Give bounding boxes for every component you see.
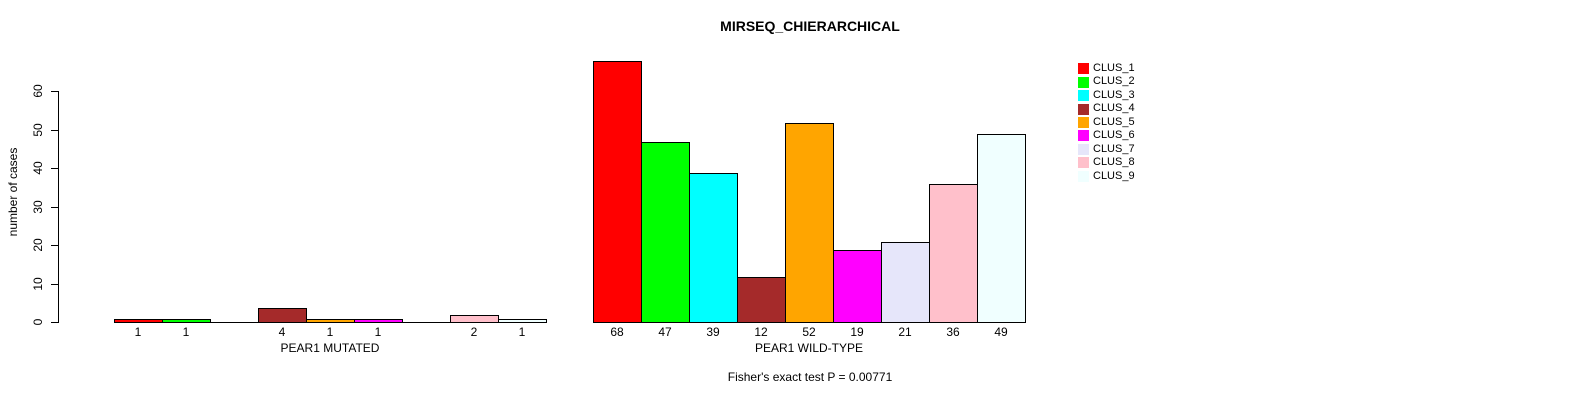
- legend-swatch-icon: [1078, 63, 1089, 75]
- y-tick: [51, 245, 58, 246]
- legend-item-clus_5: CLUS_5: [1078, 116, 1135, 129]
- y-tick-label: 50: [31, 123, 45, 137]
- y-tick-label: 40: [31, 161, 45, 175]
- legend-item-clus_2: CLUS_2: [1078, 75, 1135, 88]
- bar-value-label: 36: [946, 325, 960, 339]
- bar-value-label: 19: [850, 325, 864, 339]
- legend: CLUS_1 CLUS_2 CLUS_3 CLUS_4 CLUS_5 CLUS_6 CLUS…: [1078, 62, 1135, 183]
- y-tick: [51, 168, 58, 169]
- bar-clus_2-wildtype: [641, 142, 690, 323]
- legend-label: CLUS_9: [1093, 169, 1135, 182]
- bar-clus_7-wildtype: [881, 242, 930, 323]
- legend-swatch-icon: [1078, 143, 1089, 155]
- bar-value-label: 49: [994, 325, 1008, 339]
- bar-value-label: 1: [182, 325, 190, 339]
- group-baseline: [593, 322, 1026, 323]
- y-tick: [51, 207, 58, 208]
- bar-clus_4-wildtype: [737, 277, 786, 323]
- bar-clus_1-wildtype: [593, 61, 642, 323]
- legend-swatch-icon: [1078, 170, 1089, 182]
- bar-clus_3-wildtype: [689, 173, 738, 323]
- bar-value-label: 52: [802, 325, 816, 339]
- y-tick-label: 30: [31, 200, 45, 214]
- legend-label: CLUS_7: [1093, 142, 1135, 155]
- bar-clus_6-wildtype: [833, 250, 882, 323]
- bar-value-label: 39: [706, 325, 720, 339]
- y-tick: [51, 91, 58, 92]
- y-tick-label: 0: [31, 318, 45, 326]
- y-tick-label: 60: [31, 84, 45, 98]
- y-tick: [51, 130, 58, 131]
- legend-label: CLUS_2: [1093, 75, 1135, 88]
- legend-label: CLUS_1: [1093, 62, 1135, 74]
- group-label-wildtype: PEAR1 WILD-TYPE: [754, 341, 864, 355]
- group-baseline: [114, 322, 547, 323]
- legend-swatch-icon: [1078, 103, 1089, 115]
- legend-item-clus_7: CLUS_7: [1078, 143, 1135, 156]
- group-label-mutated: PEAR1 MUTATED: [280, 341, 380, 355]
- legend-label: CLUS_8: [1093, 156, 1135, 169]
- bar-clus_9-wildtype: [977, 134, 1026, 323]
- legend-swatch-icon: [1078, 157, 1089, 169]
- legend-swatch-icon: [1078, 90, 1089, 102]
- legend-item-clus_3: CLUS_3: [1078, 89, 1135, 102]
- legend-swatch-icon: [1078, 130, 1089, 142]
- legend-swatch-icon: [1078, 76, 1089, 88]
- y-axis-line: [58, 91, 59, 323]
- bar-value-label: 4: [278, 325, 286, 339]
- legend-item-clus_6: CLUS_6: [1078, 129, 1135, 142]
- bar-clus_5-wildtype: [785, 123, 834, 323]
- y-tick-label: 20: [31, 238, 45, 252]
- bar-value-label: 1: [134, 325, 142, 339]
- y-tick: [51, 322, 58, 323]
- legend-label: CLUS_4: [1093, 102, 1135, 115]
- legend-item-clus_1: CLUS_1: [1078, 62, 1135, 75]
- bar-value-label: 2: [470, 325, 478, 339]
- legend-label: CLUS_5: [1093, 115, 1135, 128]
- y-tick: [51, 284, 58, 285]
- y-axis-title: number of cases: [6, 147, 20, 237]
- legend-item-clus_4: CLUS_4: [1078, 102, 1135, 115]
- bar-value-label: 21: [898, 325, 912, 339]
- bar-clus_4-mutated: [258, 308, 307, 323]
- legend-item-clus_8: CLUS_8: [1078, 156, 1135, 169]
- legend-label: CLUS_6: [1093, 129, 1135, 142]
- bar-value-label: 47: [658, 325, 672, 339]
- fisher-test-annotation: Fisher's exact test P = 0.00771: [727, 370, 893, 384]
- bar-value-label: 1: [374, 325, 382, 339]
- bar-value-label: 1: [518, 325, 526, 339]
- bar-value-label: 12: [754, 325, 768, 339]
- bar-value-label: 68: [610, 325, 624, 339]
- y-tick-label: 10: [31, 277, 45, 291]
- legend-swatch-icon: [1078, 116, 1089, 128]
- bar-value-label: 1: [326, 325, 334, 339]
- bar-clus_8-wildtype: [929, 184, 978, 323]
- legend-label: CLUS_3: [1093, 88, 1135, 101]
- legend-item-clus_9: CLUS_9: [1078, 170, 1135, 183]
- chart-title: MIRSEQ_CHIERARCHICAL: [720, 18, 900, 34]
